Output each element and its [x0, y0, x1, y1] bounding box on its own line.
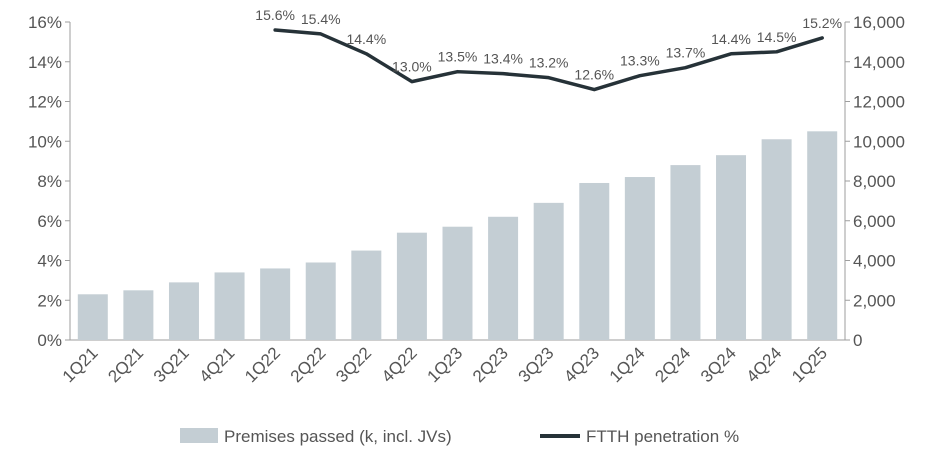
data-label-4Q22: 13.0%: [392, 59, 432, 75]
bar-1Q21: [77, 294, 108, 340]
x-tick-label-2Q23: 2Q23: [469, 343, 512, 386]
bar-2Q22: [305, 262, 336, 340]
right-axis-tick-label: 2,000: [853, 291, 896, 310]
legend-bar-swatch: [180, 428, 218, 443]
x-tick-label-3Q24: 3Q24: [697, 343, 740, 386]
x-tick-label-1Q25: 1Q25: [788, 343, 831, 386]
axes: 0% 0 2% 2,000 4% 4,000 6% 6,000 8% 8,000 10% 10,000…: [28, 13, 905, 350]
right-axis-tick-label: 0: [853, 331, 862, 350]
data-label-4Q24: 14.5%: [757, 29, 797, 45]
left-axis-tick-label: 8%: [37, 172, 62, 191]
penetration-line-group: [273, 28, 824, 92]
right-axis-tick-label: 4,000: [853, 252, 896, 271]
right-axis-tick-label: 12,000: [853, 93, 905, 112]
right-axis-tick-label: 10,000: [853, 132, 905, 151]
bar-1Q25: [807, 131, 838, 340]
data-label-2Q24: 13.7%: [666, 45, 706, 61]
bar-1Q24: [624, 177, 655, 340]
penetration-line: [273, 28, 824, 92]
bar-4Q24: [761, 139, 792, 340]
left-axis-tick-label: 14%: [28, 53, 62, 72]
x-tick-label-2Q24: 2Q24: [651, 343, 694, 386]
x-tick-label-1Q21: 1Q21: [59, 343, 102, 386]
bars: [77, 131, 838, 340]
right-axis-tick-label: 16,000: [853, 13, 905, 32]
data-label-2Q22: 15.4%: [301, 11, 341, 27]
x-tick-label-2Q21: 2Q21: [104, 343, 147, 386]
bar-2Q21: [123, 290, 154, 340]
right-axis-tick-label: 14,000: [853, 53, 905, 72]
right-axis-tick-label: 8,000: [853, 172, 896, 191]
left-axis-tick-label: 6%: [37, 212, 62, 231]
data-labels: 15.6% 15.4% 14.4% 13.0% 13.5% 13.4% 13.2% 12.6%…: [255, 7, 842, 83]
data-label-4Q23: 12.6%: [574, 67, 614, 83]
data-label-1Q22: 15.6%: [255, 7, 295, 23]
data-label-3Q24: 14.4%: [711, 31, 751, 47]
bar-1Q22: [260, 268, 291, 340]
bar-3Q24: [716, 155, 747, 340]
legend: Premises passed (k, incl. JVs) FTTH pene…: [180, 427, 739, 446]
right-axis-tick-label: 6,000: [853, 212, 896, 231]
data-label-1Q24: 13.3%: [620, 53, 660, 69]
x-tick-label-4Q22: 4Q22: [378, 343, 421, 386]
data-label-1Q25: 15.2%: [802, 15, 842, 31]
x-tick-label-1Q22: 1Q22: [241, 343, 284, 386]
bar-1Q23: [442, 226, 473, 340]
bar-2Q23: [488, 216, 519, 340]
left-axis-tick-label: 16%: [28, 13, 62, 32]
left-axis-tick-label: 12%: [28, 93, 62, 112]
data-label-2Q23: 13.4%: [483, 51, 523, 67]
left-axis-tick-label: 4%: [37, 252, 62, 271]
data-label-3Q22: 14.4%: [346, 31, 386, 47]
bar-4Q23: [579, 182, 610, 340]
data-label-3Q23: 13.2%: [529, 55, 569, 71]
legend-line-label: FTTH penetration %: [586, 427, 739, 446]
x-axis-ticks: 1Q21 2Q21 3Q21 4Q21 1Q22 2Q22 3Q22 4Q22 1Q23 2Q23…: [59, 343, 831, 386]
left-axis-tick-label: 2%: [37, 291, 62, 310]
x-tick-label-3Q21: 3Q21: [150, 343, 193, 386]
bar-4Q22: [396, 232, 427, 340]
bar-3Q21: [168, 282, 199, 340]
legend-bar-label: Premises passed (k, incl. JVs): [224, 427, 452, 446]
x-tick-label-4Q24: 4Q24: [743, 343, 786, 386]
bar-2Q24: [670, 165, 701, 340]
x-tick-label-4Q23: 4Q23: [560, 343, 603, 386]
left-axis-tick-label: 0%: [37, 331, 62, 350]
left-axis-tick-label: 10%: [28, 132, 62, 151]
x-tick-label-2Q22: 2Q22: [287, 343, 330, 386]
bar-3Q22: [351, 250, 382, 340]
x-tick-label-3Q23: 3Q23: [515, 343, 558, 386]
x-tick-label-4Q21: 4Q21: [196, 343, 239, 386]
x-tick-label-1Q23: 1Q23: [423, 343, 466, 386]
x-tick-label-3Q22: 3Q22: [332, 343, 375, 386]
bar-3Q23: [533, 202, 564, 340]
data-label-1Q23: 13.5%: [438, 49, 478, 65]
x-tick-label-1Q24: 1Q24: [606, 343, 649, 386]
bar-4Q21: [214, 272, 245, 340]
